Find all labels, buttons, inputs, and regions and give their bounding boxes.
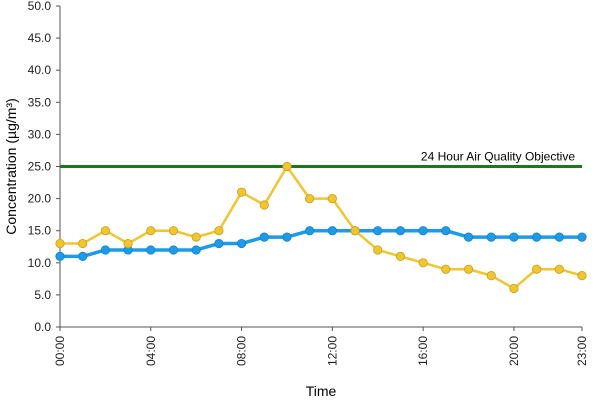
data-point xyxy=(100,226,110,236)
data-point xyxy=(373,245,383,255)
y-tick-label: 45.0 xyxy=(28,31,52,45)
y-tick-label: 50.0 xyxy=(28,0,52,13)
series-1 xyxy=(55,226,587,261)
data-point xyxy=(532,264,542,274)
data-point xyxy=(463,232,474,242)
y-tick-label: 10.0 xyxy=(28,256,52,270)
data-point xyxy=(577,271,587,281)
data-point xyxy=(78,251,88,261)
data-point xyxy=(259,200,269,210)
data-point xyxy=(100,245,110,255)
data-point xyxy=(327,226,337,236)
data-point xyxy=(441,226,451,236)
data-point xyxy=(509,283,519,294)
data-point xyxy=(395,251,406,261)
series-line xyxy=(60,165,583,290)
reference-line-label: 24 Hour Air Quality Objective xyxy=(421,150,575,164)
data-point xyxy=(305,194,315,204)
data-point xyxy=(55,251,65,261)
data-point xyxy=(146,245,156,255)
y-tick-label: 5.0 xyxy=(34,288,51,302)
x-tick-label: 04:00 xyxy=(144,336,158,366)
data-point xyxy=(191,245,201,255)
series-line xyxy=(60,228,582,259)
data-point xyxy=(282,161,292,172)
data-point xyxy=(259,232,269,242)
data-point xyxy=(78,238,88,249)
data-point xyxy=(55,238,65,249)
y-axis-ticks: 0.0 5.0 10.0 15.0 20.0 25.0 30.0 35.0 40.0 45.0 50… xyxy=(28,0,60,334)
data-point xyxy=(418,226,428,236)
x-axis-title: Time xyxy=(306,383,337,399)
data-point xyxy=(418,258,428,268)
data-point xyxy=(577,232,587,242)
y-tick-label: 35.0 xyxy=(28,95,52,109)
data-point xyxy=(146,226,156,236)
series-layer xyxy=(55,161,587,294)
y-tick-label: 15.0 xyxy=(28,224,52,238)
data-point xyxy=(236,187,247,197)
data-point xyxy=(236,238,247,249)
data-point xyxy=(214,238,224,249)
y-tick-label: 20.0 xyxy=(28,192,52,206)
data-point xyxy=(214,226,224,236)
data-point xyxy=(554,264,564,274)
x-tick-label: 20:00 xyxy=(507,336,521,366)
y-tick-label: 25.0 xyxy=(28,160,52,174)
data-point xyxy=(509,232,519,242)
x-tick-label: 08:00 xyxy=(235,336,249,366)
x-tick-label: 12:00 xyxy=(325,336,339,366)
data-point xyxy=(123,238,133,249)
data-point xyxy=(350,226,360,236)
x-tick-label: 00:00 xyxy=(53,336,67,366)
data-point xyxy=(463,264,474,274)
data-point xyxy=(486,271,496,281)
data-point xyxy=(486,232,496,242)
data-point xyxy=(191,232,201,242)
data-point xyxy=(395,226,406,236)
series-2 xyxy=(55,161,587,294)
y-tick-label: 0.0 xyxy=(34,320,51,334)
x-tick-label: 16:00 xyxy=(416,336,430,366)
data-point xyxy=(554,232,564,242)
data-point xyxy=(305,226,315,236)
data-point xyxy=(373,226,383,236)
x-tick-label: 23:00 xyxy=(575,336,589,366)
data-point xyxy=(168,226,179,236)
data-point xyxy=(441,264,451,274)
y-axis-title: Concentration (µg/m³) xyxy=(3,98,19,234)
data-point xyxy=(327,194,337,204)
data-point xyxy=(168,245,179,255)
data-point xyxy=(532,232,542,242)
y-tick-label: 40.0 xyxy=(28,63,52,77)
y-tick-label: 30.0 xyxy=(28,127,52,141)
x-axis-ticks: 00:00 04:00 08:00 12:00 16:00 20:00 23:00 xyxy=(53,327,589,366)
data-point xyxy=(282,232,292,242)
